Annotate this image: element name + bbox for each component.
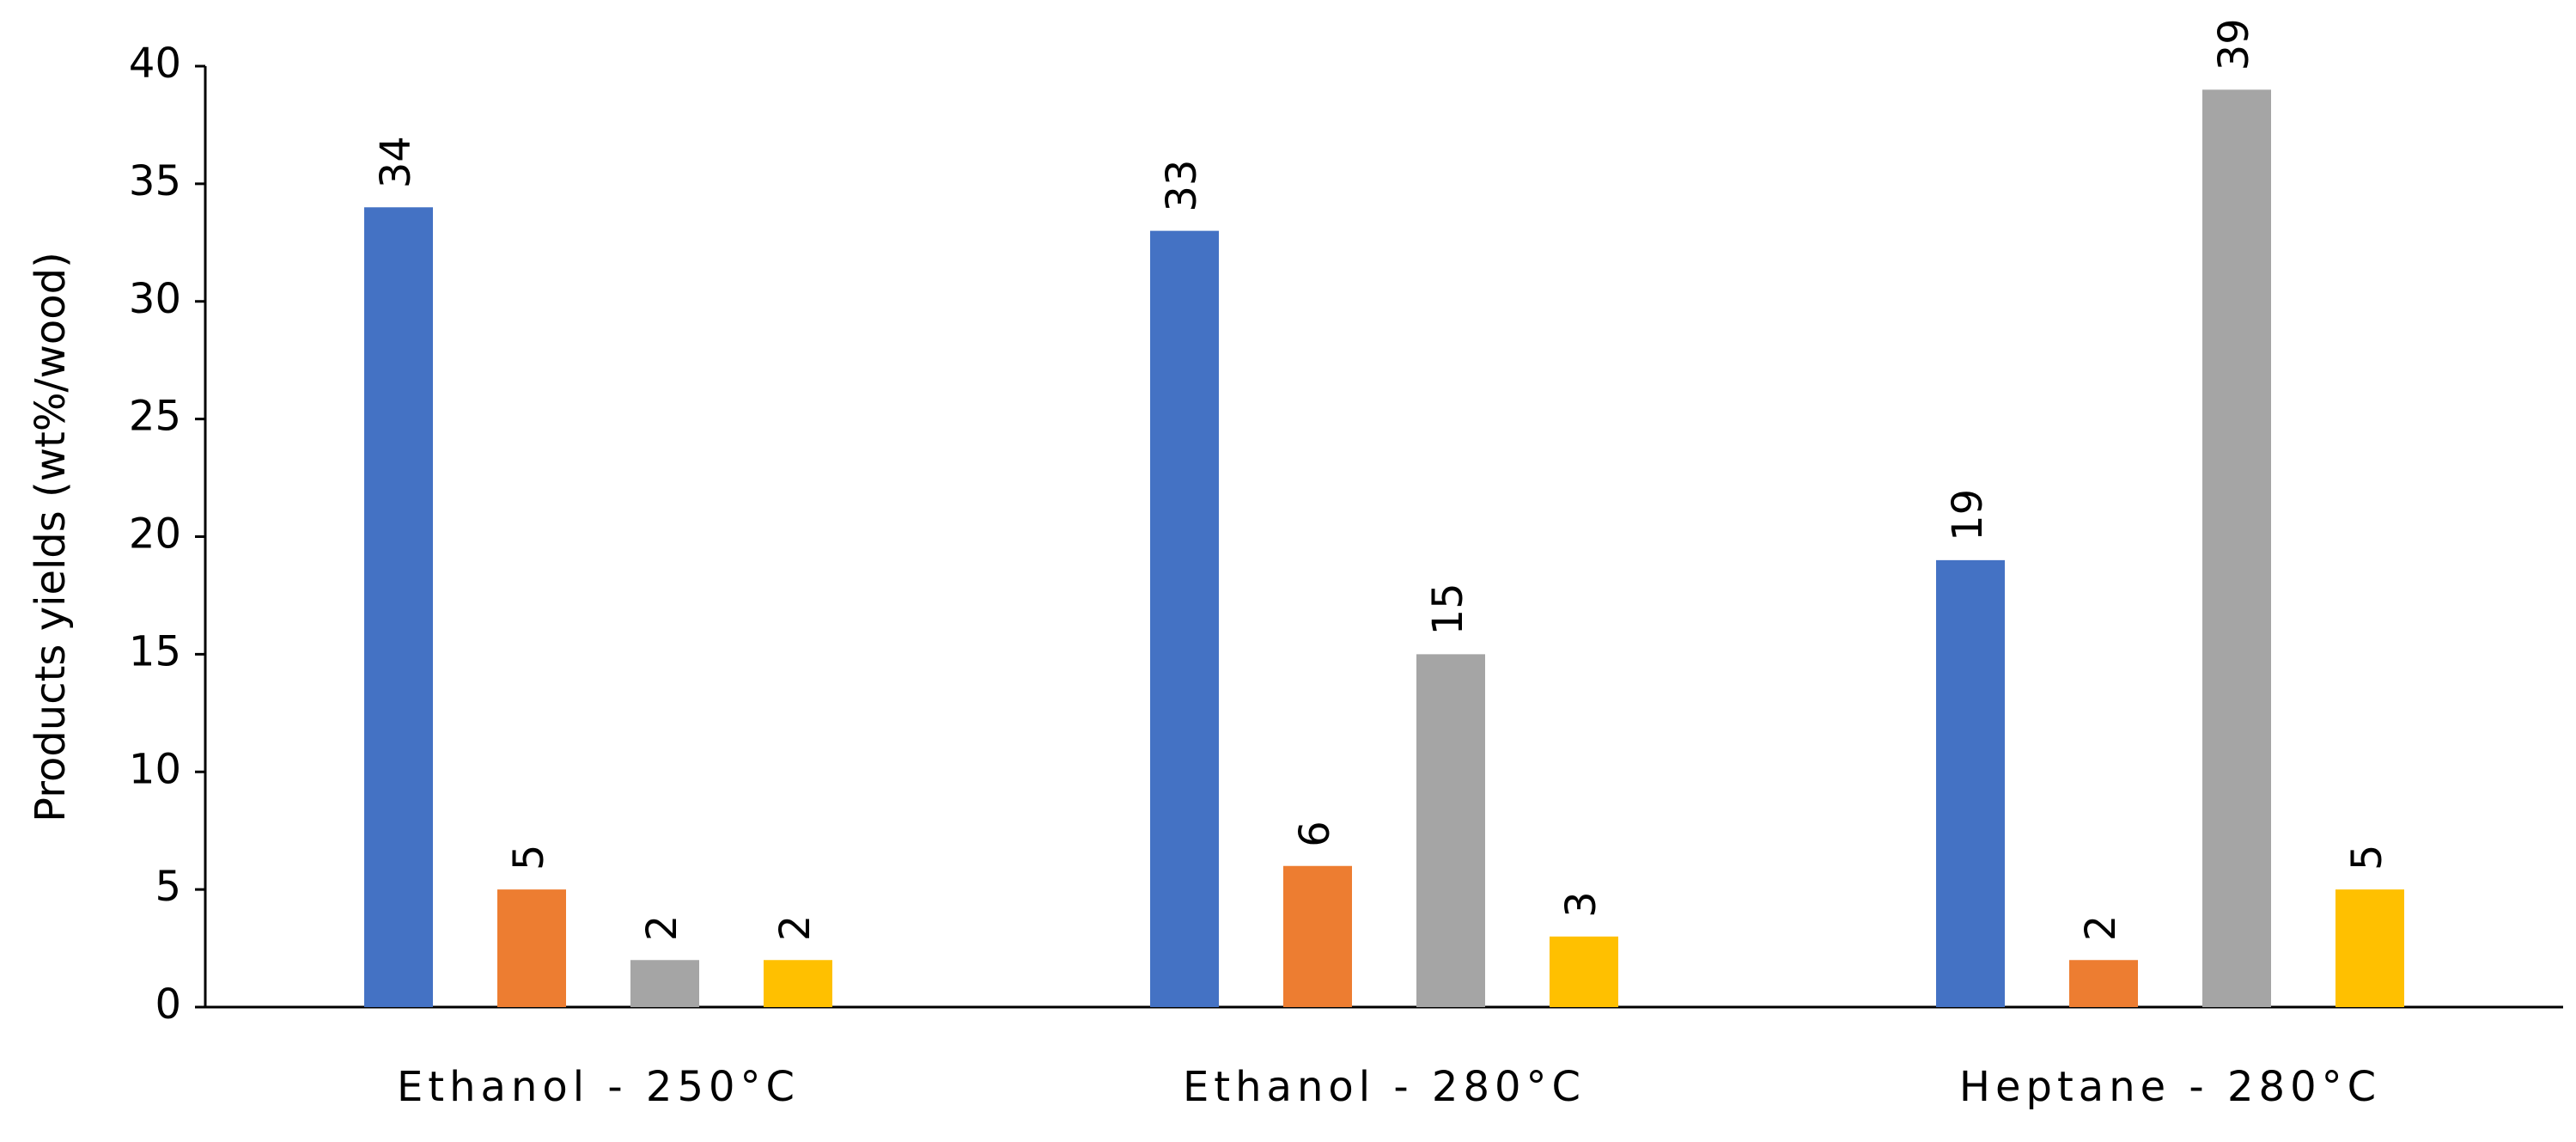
- y-tick-label: 20: [129, 510, 181, 559]
- data-label: 6: [1291, 821, 1339, 847]
- y-tick-label: 25: [129, 393, 181, 441]
- data-label: 15: [1424, 583, 1472, 635]
- y-tick-label: 40: [129, 40, 181, 88]
- bar: [2202, 89, 2271, 1007]
- bar: [2335, 889, 2404, 1007]
- x-tick-label: Ethanol - 280°C: [1183, 1063, 1586, 1111]
- bar: [1283, 865, 1352, 1007]
- y-tick-label: 30: [129, 275, 181, 323]
- bar: [764, 960, 832, 1007]
- bar: [2069, 960, 2138, 1007]
- bar: [364, 207, 433, 1007]
- data-label: 3: [1557, 891, 1605, 918]
- y-tick-label: 5: [155, 863, 181, 911]
- data-label: 39: [2210, 18, 2258, 70]
- y-tick-label: 10: [129, 745, 181, 793]
- bar: [1936, 559, 2005, 1007]
- x-tick-label: Heptane - 280°C: [1959, 1063, 2381, 1111]
- data-label: 5: [2343, 845, 2391, 871]
- y-tick-label: 35: [129, 157, 181, 205]
- data-label: 2: [2077, 915, 2125, 942]
- data-label: 19: [1944, 489, 1992, 541]
- y-axis-label: Products yields (wt%/wood): [27, 252, 75, 822]
- y-tick-label: 15: [129, 627, 181, 675]
- bar: [1150, 230, 1219, 1007]
- bar: [630, 960, 699, 1007]
- y-tick-label: 0: [155, 980, 181, 1029]
- data-label: 2: [771, 915, 819, 942]
- data-label: 5: [505, 845, 553, 871]
- bar: [497, 889, 566, 1007]
- data-label: 33: [1158, 160, 1206, 212]
- data-label: 2: [638, 915, 686, 942]
- x-tick-label: Ethanol - 250°C: [397, 1063, 800, 1111]
- bar: [1416, 654, 1485, 1007]
- bar: [1550, 936, 1618, 1007]
- data-label: 34: [372, 136, 420, 188]
